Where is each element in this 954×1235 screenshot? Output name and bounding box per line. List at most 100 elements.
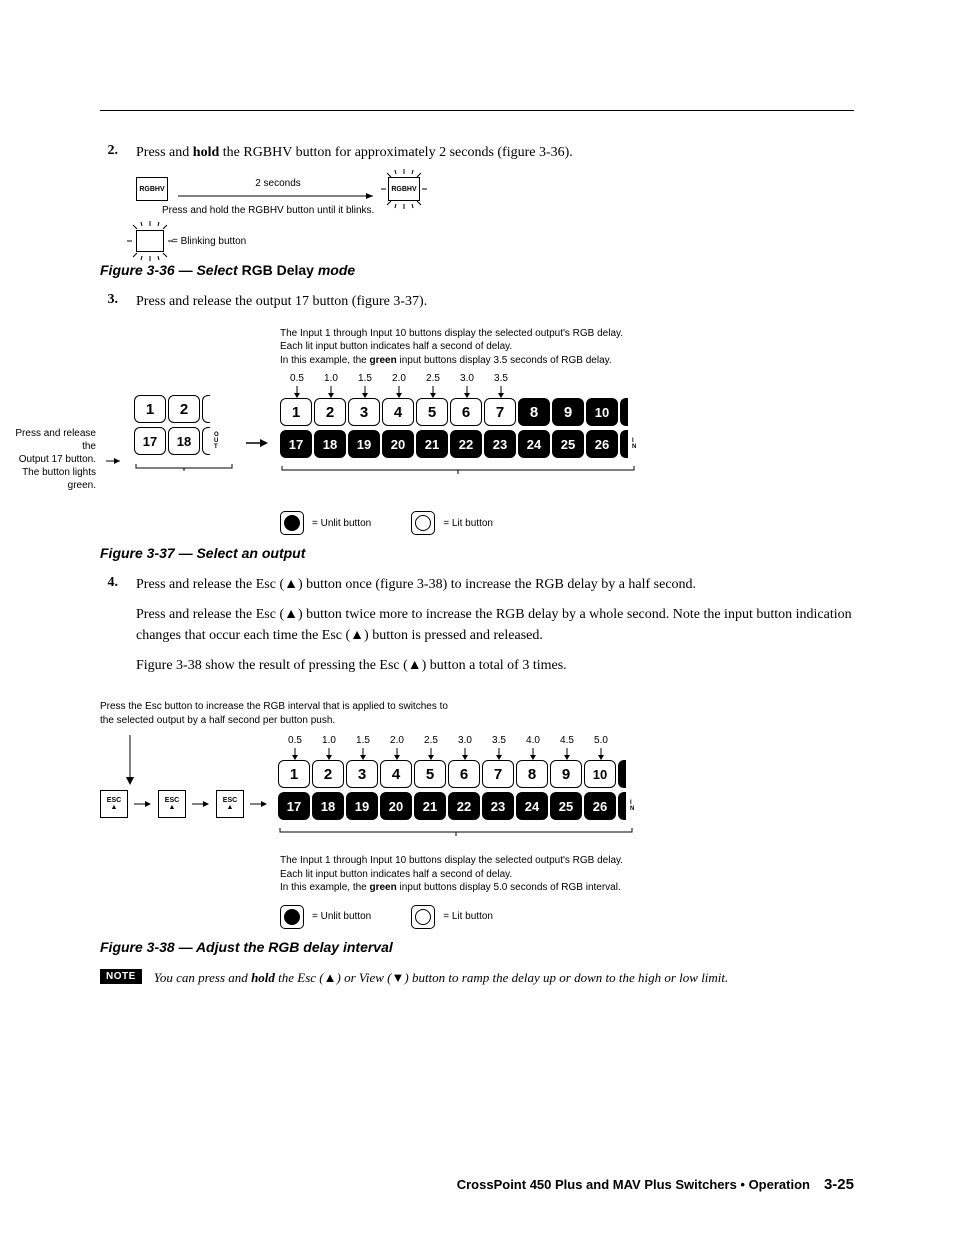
legend-unlit: = Unlit button — [280, 511, 371, 535]
page-footer: CrossPoint 450 Plus and MAV Plus Switche… — [457, 1176, 854, 1193]
legend-text: = Lit button — [443, 911, 493, 922]
panel-button: 9 — [552, 398, 584, 426]
panel-button-cut — [620, 430, 628, 458]
panel-button: 21 — [416, 430, 448, 458]
panel-button: 8 — [518, 398, 550, 426]
main-panel: 0.5 1.0 1.5 2.0 2.5 3.0 3.5 — [280, 373, 636, 480]
mini-panel: 1 2 17 18 OUT — [134, 395, 234, 477]
annot-line: The Input 1 through Input 10 buttons dis… — [280, 854, 854, 868]
panel-button: 20 — [380, 792, 412, 820]
fig37-left-annotation: Press and release the Output 17 button. … — [0, 373, 96, 492]
in-label: IN — [628, 792, 634, 820]
legend-unlit: = Unlit button — [280, 905, 371, 929]
bracket-icon — [134, 462, 234, 472]
down-arrow-icon — [392, 748, 402, 760]
down-arrow-icon — [120, 735, 140, 785]
input-row-2: 17 18 19 20 21 22 23 24 25 26 IN — [278, 792, 634, 820]
panel-button: 25 — [550, 792, 582, 820]
panel-button-cut — [202, 395, 210, 423]
step-body: Press and release the output 17 button (… — [136, 292, 854, 312]
panel-button: 22 — [448, 792, 480, 820]
panel-button: 18 — [312, 792, 344, 820]
note: NOTE You can press and hold the Esc (▲) … — [100, 969, 854, 987]
step-3: 3. Press and release the output 17 butto… — [100, 292, 854, 312]
caption-bold: RGB Delay — [242, 262, 314, 278]
figure-3-36-caption: Figure 3-36 — Select RGB Delay mode — [100, 262, 854, 278]
annot-line: Each lit input button indicates half a s… — [280, 868, 854, 882]
down-arrow-icon — [426, 748, 436, 760]
legend-lit: = Lit button — [411, 905, 493, 929]
figure-3-36: RGBHV 2 seconds RGBHV — [136, 177, 854, 252]
arrow-right-icon — [192, 799, 210, 809]
blinking-button-icon — [136, 230, 164, 252]
fig38-top-annotation: Press the Esc button to increase the RGB… — [100, 700, 854, 727]
mini-row-bot: 17 18 OUT — [134, 427, 234, 455]
panel-button: 20 — [382, 430, 414, 458]
panel-button: 9 — [550, 760, 582, 788]
tick: 3.5 — [482, 735, 516, 746]
tick: 1.0 — [314, 373, 348, 384]
unlit-icon — [280, 511, 304, 535]
esc-button: ESC▲ — [100, 790, 128, 818]
fig36-instruction: Press and hold the RGBHV button until it… — [162, 205, 854, 216]
step-body: Press and release the Esc (▲) button onc… — [136, 575, 854, 686]
bracket-icon — [280, 464, 636, 475]
paragraph: Press and release the Esc (▲) button onc… — [136, 575, 854, 595]
panel-button-cut — [620, 398, 628, 426]
duration-label: 2 seconds — [255, 178, 301, 189]
tick: 3.5 — [484, 373, 518, 384]
down-arrow-icon — [460, 748, 470, 760]
text: Press and — [136, 145, 193, 160]
step-body: Press and hold the RGBHV button for appr… — [136, 143, 854, 163]
down-arrow-icon — [358, 748, 368, 760]
tick: 1.5 — [346, 735, 380, 746]
panel-button: 8 — [516, 760, 548, 788]
tick-labels: 0.5 1.0 1.5 2.0 2.5 3.0 3.5 4.0 4.5 5.0 — [278, 735, 634, 746]
panel-button: 5 — [414, 760, 446, 788]
down-arrow-icon — [596, 748, 606, 760]
panel-button: 24 — [516, 792, 548, 820]
legend-text: = Blinking button — [172, 236, 246, 247]
bold-text: hold — [251, 970, 275, 985]
out-label: OUT — [212, 427, 219, 455]
caption-text: Figure 3-36 — Select — [100, 262, 242, 278]
figure-3-38-caption: Figure 3-38 — Adjust the RGB delay inter… — [100, 939, 854, 955]
tick-arrows — [280, 386, 636, 398]
tick: 0.5 — [278, 735, 312, 746]
panel-button: 17 — [280, 430, 312, 458]
step-number: 3. — [100, 292, 136, 312]
panel-button: 6 — [448, 760, 480, 788]
annot-line: The Input 1 through Input 10 buttons dis… — [280, 327, 854, 341]
step-number: 2. — [100, 143, 136, 163]
panel-button: 25 — [552, 430, 584, 458]
fig36-row: RGBHV 2 seconds RGBHV — [136, 177, 854, 201]
panel-button: 1 — [280, 398, 312, 426]
panel-button-cut — [618, 760, 626, 788]
annot-line: Each lit input button indicates half a s… — [280, 340, 854, 354]
arrow-icon — [178, 191, 378, 201]
fig37-legend: = Unlit button = Lit button — [280, 511, 854, 535]
input-row-1: 1 2 3 4 5 6 7 8 9 10 — [280, 398, 636, 426]
blink-rays-icon — [125, 219, 175, 263]
legend-text: = Lit button — [443, 518, 493, 529]
tick-labels: 0.5 1.0 1.5 2.0 2.5 3.0 3.5 — [280, 373, 636, 384]
down-arrow-icon — [394, 386, 404, 398]
tick: 0.5 — [280, 373, 314, 384]
legend-text: = Unlit button — [312, 518, 371, 529]
annot-line: Output 17 button. — [0, 453, 96, 466]
panel-button: 21 — [414, 792, 446, 820]
mini-row-top: 1 2 — [134, 395, 234, 423]
panel-button: 26 — [584, 792, 616, 820]
panel-button: 2 — [312, 760, 344, 788]
down-arrow-icon — [290, 748, 300, 760]
tick: 2.0 — [382, 373, 416, 384]
text: the RGBHV button for approximately 2 sec… — [219, 145, 573, 160]
note-text: You can press and hold the Esc (▲) or Vi… — [154, 969, 854, 987]
panel-button: 10 — [586, 398, 618, 426]
panel-button: 6 — [450, 398, 482, 426]
tick: 3.0 — [450, 373, 484, 384]
panel-button: 24 — [518, 430, 550, 458]
rgbhv-button: RGBHV — [136, 177, 168, 201]
step-number: 4. — [100, 575, 136, 686]
panel-button: 2 — [168, 395, 200, 423]
